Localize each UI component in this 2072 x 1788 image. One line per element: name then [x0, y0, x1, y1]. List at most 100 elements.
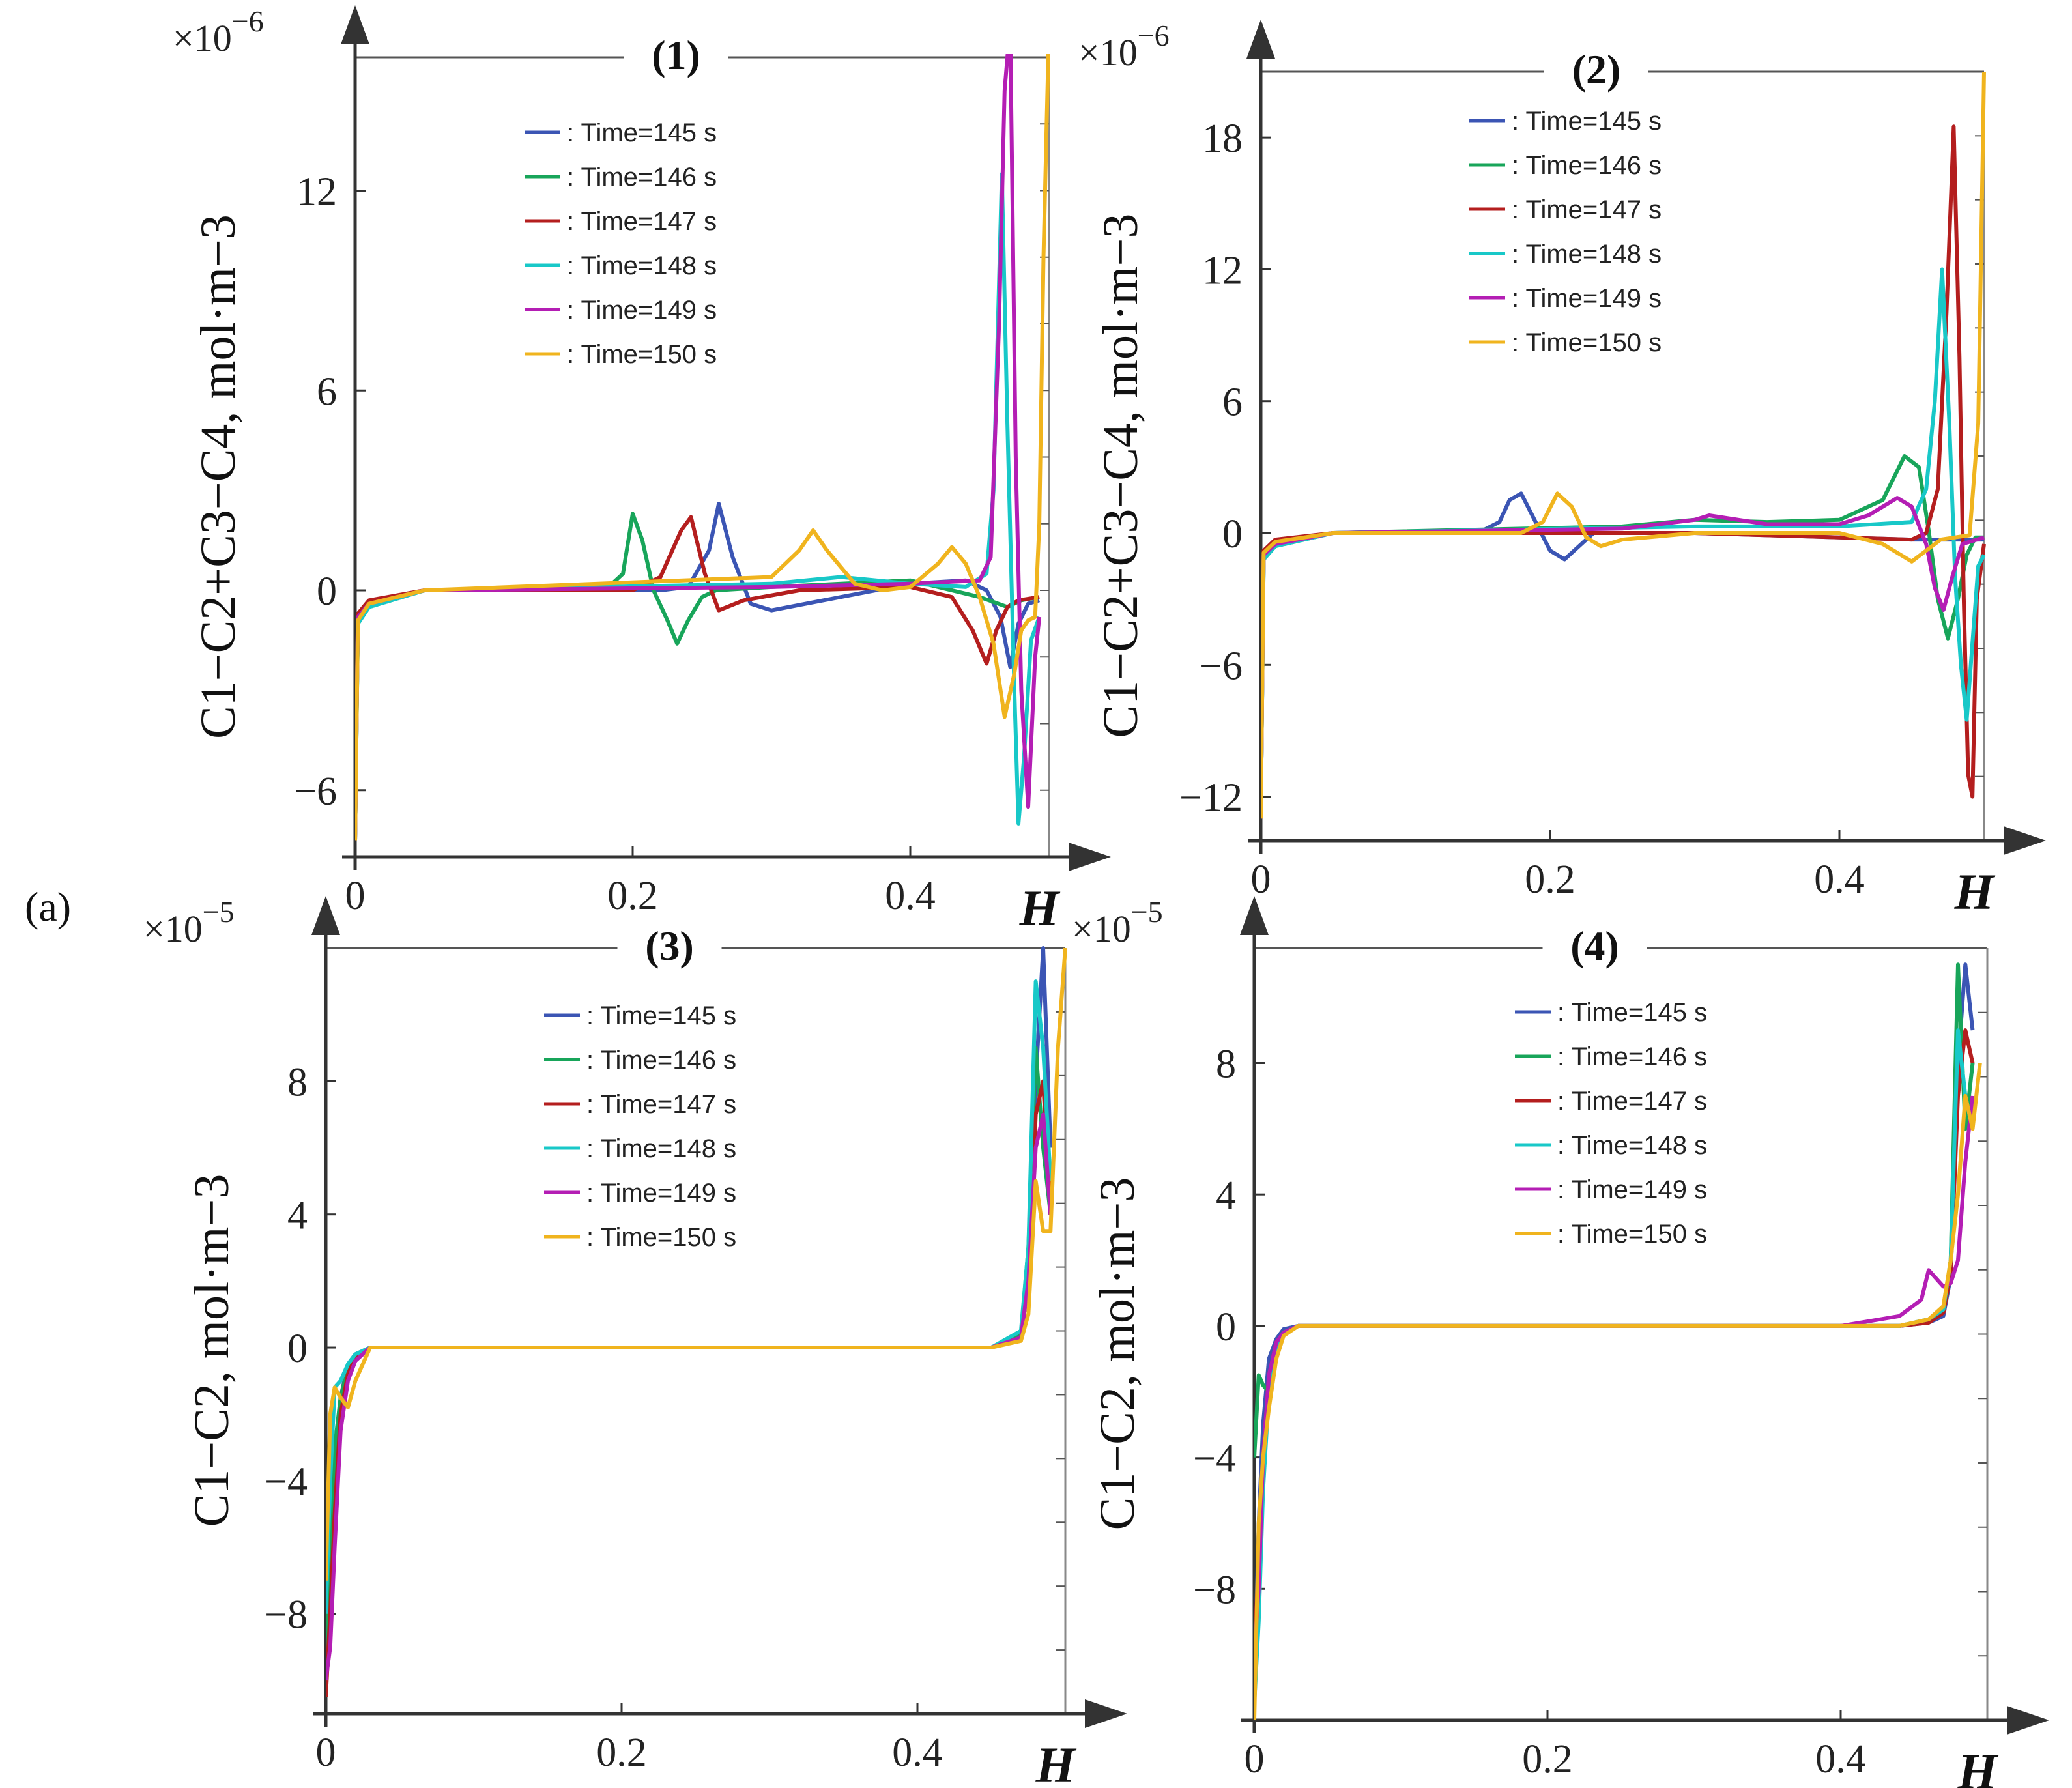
- x-axis-arrow: [2004, 826, 2046, 855]
- series-group: [355, 54, 1050, 841]
- y-tick-label: −4: [1193, 1437, 1236, 1481]
- x-tick-label: 0: [1251, 858, 1271, 902]
- y-axis-label: C1−C2+C3−C4, mol·m−3: [191, 214, 246, 739]
- series-line: [1261, 124, 1986, 819]
- x-tick-label: 0.4: [885, 874, 936, 918]
- legend-label: : Time=148 s: [567, 252, 717, 280]
- series-line: [1261, 71, 1986, 819]
- y-axis-label: C1−C2, mol·m−3: [184, 1174, 239, 1527]
- x-tick-label: 0.2: [607, 874, 658, 918]
- y-axis-arrow: [341, 5, 369, 44]
- legend-label: : Time=146 s: [1557, 1043, 1707, 1071]
- x-tick-label: 0: [1245, 1737, 1265, 1781]
- legend: : Time=145 s: Time=146 s: Time=147 s: Ti…: [525, 119, 717, 369]
- chart-panel-p3: 0 0.2 0.4 8 4 0 −4 −8 ×10−5 (3) H C1−C2, mol·m−3: T…: [143, 895, 1127, 1788]
- legend-label: : Time=150 s: [586, 1223, 736, 1252]
- legend-label: : Time=146 s: [567, 163, 717, 192]
- series-group: [326, 946, 1067, 1697]
- legend-label: : Time=148 s: [1557, 1131, 1707, 1160]
- series-line: [1254, 962, 1975, 1458]
- x-tick-label: 0.4: [1814, 858, 1865, 902]
- y-scale-label: ×10−5: [1072, 895, 1163, 950]
- y-tick-label: 0: [1222, 512, 1243, 556]
- panel-title: (3): [645, 923, 694, 969]
- legend: : Time=145 s : Time=146 s : Time=147 s : Ti…: [544, 1002, 736, 1252]
- x-axis-label: H: [1954, 863, 1996, 920]
- x-tick-label: 0: [316, 1731, 336, 1775]
- legend-label: : Time=145 s: [1557, 998, 1707, 1027]
- y-scale-label: ×10−5: [143, 895, 235, 950]
- x-axis-arrow: [2007, 1706, 2049, 1735]
- legend-label: : Time=145 s: [567, 119, 717, 147]
- x-tick-label: 0.2: [596, 1731, 647, 1775]
- legend-label: : Time=145 s: [1512, 107, 1662, 136]
- x-tick-label: 0: [345, 874, 366, 918]
- series-line: [1254, 1063, 1982, 1721]
- y-tick-label: −6: [294, 770, 337, 814]
- y-tick-label: 12: [1202, 248, 1243, 293]
- panel-title: (2): [1572, 46, 1621, 93]
- series-line: [326, 1079, 1053, 1697]
- y-axis-arrow: [1240, 896, 1269, 935]
- legend-label: : Time=147 s: [1557, 1087, 1707, 1116]
- x-axis-label: H: [1035, 1737, 1077, 1788]
- y-tick-label: 8: [1216, 1042, 1236, 1086]
- title-bg: [617, 919, 722, 971]
- y-axis-label: C1−C2+C3−C4, mol·m−3: [1093, 214, 1148, 738]
- y-tick-label: 0: [317, 570, 337, 614]
- x-tick-label: 0.2: [1522, 1737, 1573, 1781]
- chart-panel-p1: 0 0.2 0.4 12 6 0 −6 ×10−6 (1) H C1−C2+C3−C4, mol·m…: [173, 5, 1111, 936]
- y-axis-arrow: [1246, 20, 1275, 59]
- x-tick-label: 0.2: [1525, 858, 1576, 902]
- y-tick-label: 6: [317, 369, 337, 414]
- panel-title: (4): [1570, 923, 1619, 969]
- legend-label: : Time=145 s: [586, 1002, 736, 1030]
- legend-label: : Time=148 s: [586, 1134, 736, 1163]
- y-axis-arrow: [311, 896, 340, 935]
- legend-label: : Time=150 s: [1557, 1220, 1707, 1248]
- series-line: [326, 947, 1067, 1581]
- title-bg: [1544, 42, 1648, 94]
- x-tick-label: 0.4: [892, 1731, 943, 1775]
- legend-label: : Time=150 s: [567, 340, 717, 369]
- y-tick-label: 0: [287, 1327, 308, 1371]
- legend: : Time=145 s : Time=146 s : Time=147 s : Ti…: [1469, 107, 1662, 357]
- x-axis-label: H: [1957, 1743, 1999, 1788]
- legend-label: : Time=146 s: [586, 1046, 736, 1074]
- figure-label: (a): [25, 884, 72, 930]
- y-tick-label: −12: [1179, 776, 1243, 820]
- chart-panel-p4: 0 0.2 0.4 8 4 0 −4 −8 ×10−5 (4) H C1−C2, mol·m−3: T…: [1072, 895, 2049, 1788]
- y-tick-label: −4: [265, 1460, 308, 1504]
- y-axis-label: C1−C2, mol·m−3: [1090, 1177, 1145, 1531]
- series-line: [326, 979, 1053, 1614]
- series-group: [1254, 962, 1982, 1721]
- title-bg: [1542, 919, 1647, 971]
- legend-label: : Time=149 s: [1557, 1175, 1707, 1204]
- y-scale-label: ×10−6: [173, 5, 264, 59]
- series-line: [355, 502, 1040, 841]
- x-axis-arrow: [1069, 843, 1111, 871]
- legend-label: : Time=150 s: [1512, 328, 1662, 357]
- series-group: [1261, 71, 1986, 819]
- legend-label: : Time=149 s: [586, 1179, 736, 1207]
- y-tick-label: −8: [265, 1593, 308, 1637]
- y-tick-label: 4: [1216, 1174, 1236, 1218]
- series-line: [355, 54, 1050, 841]
- legend-label: : Time=147 s: [1512, 195, 1662, 224]
- x-axis-arrow: [1085, 1699, 1127, 1728]
- legend-label: : Time=149 s: [1512, 284, 1662, 313]
- y-scale-label: ×10−6: [1078, 19, 1170, 74]
- legend-label: : Time=146 s: [1512, 151, 1662, 180]
- legend-label: : Time=148 s: [1512, 240, 1662, 268]
- legend-label: : Time=149 s: [567, 296, 717, 324]
- series-line: [1261, 496, 1985, 819]
- y-tick-label: −6: [1200, 644, 1243, 688]
- legend-label: : Time=147 s: [586, 1090, 736, 1119]
- y-tick-label: 6: [1222, 381, 1243, 425]
- x-axis-label: H: [1019, 880, 1061, 936]
- y-tick-label: 12: [296, 170, 337, 214]
- x-tick-label: 0.4: [1815, 1737, 1866, 1781]
- series-line: [1254, 1028, 1975, 1655]
- legend: : Time=145 s : Time=146 s : Time=147 s : Ti…: [1515, 998, 1707, 1248]
